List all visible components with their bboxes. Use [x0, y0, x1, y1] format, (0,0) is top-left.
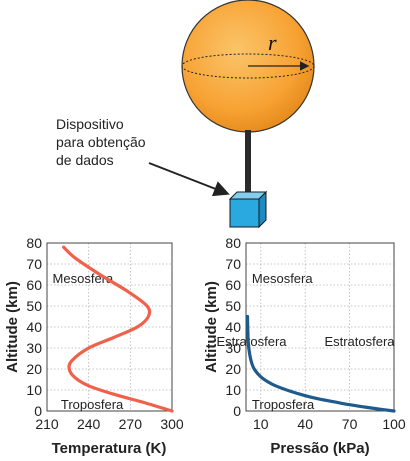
x-tick-label: 240	[77, 416, 101, 432]
pressure-y-axis-label: Altitude (km)	[203, 281, 220, 373]
region-label: Estratosfera	[216, 334, 287, 349]
balloon-equator	[181, 53, 315, 79]
temperature-curve	[62, 245, 174, 413]
y-tick-label: 30	[26, 340, 42, 356]
y-tick-label: 40	[225, 319, 241, 335]
temperature-y-axis-label: Altitude (km)	[4, 281, 21, 373]
temperature-x-ticks: 210 240 270 300	[35, 416, 184, 432]
temperature-plot-frame	[46, 242, 173, 412]
x-tick-label: 300	[160, 416, 184, 432]
x-tick-label: 210	[35, 416, 59, 432]
x-tick-label: 40	[297, 416, 313, 432]
temperature-grid	[47, 243, 172, 411]
device-label-line-1: Dispositivo	[56, 116, 124, 132]
device-box-icon	[228, 190, 268, 229]
region-label: Mesosfera	[252, 271, 313, 286]
y-tick-label: 60	[26, 277, 42, 293]
temperature-x-axis-label: Temperatura (K)	[52, 440, 167, 457]
y-tick-label: 20	[26, 361, 42, 377]
pressure-curve	[245, 314, 396, 413]
y-tick-label: 70	[225, 256, 241, 272]
x-tick-label: 270	[119, 416, 143, 432]
pressure-x-axis-label: Pressão (kPa)	[270, 440, 369, 457]
radius-label: r	[268, 30, 277, 55]
x-tick-label: 10	[253, 416, 269, 432]
pressure-grid	[246, 243, 394, 411]
balloon-illustration: r Dispositivo para obtenção de dados	[56, 0, 315, 229]
pressure-chart: 0 10 20 30 40 50 60 70 80 10 40 70 100 Mesosfera Est…	[203, 235, 406, 457]
y-tick-label: 0	[233, 403, 241, 419]
y-tick-label: 40	[26, 319, 42, 335]
y-tick-label: 20	[225, 361, 241, 377]
y-tick-label: 10	[225, 382, 241, 398]
pressure-x-ticks: 10 40 70 100	[253, 416, 406, 432]
pressure-plot-frame	[245, 242, 395, 412]
y-tick-label: 70	[26, 256, 42, 272]
y-tick-label: 50	[26, 298, 42, 314]
device-label-line-3: de dados	[56, 152, 114, 168]
x-tick-label: 70	[342, 416, 358, 432]
y-tick-label: 10	[26, 382, 42, 398]
region-label: Estratosfera	[324, 334, 395, 349]
x-tick-label: 100	[382, 416, 406, 432]
pressure-annotations: Mesosfera Estratosfera Troposfera	[252, 271, 395, 412]
temperature-y-ticks: 0 10 20 30 40 50 60 70 80	[26, 235, 42, 419]
y-tick-label: 30	[225, 340, 241, 356]
y-tick-label: 60	[225, 277, 241, 293]
y-tick-label: 0	[34, 403, 42, 419]
region-label: Troposfera	[252, 397, 315, 412]
y-tick-label: 80	[225, 235, 241, 251]
y-tick-label: 50	[225, 298, 241, 314]
region-label: Troposfera	[61, 397, 124, 412]
pressure-y-ticks: 0 10 20 30 40 50 60 70 80	[225, 235, 241, 419]
device-label-line-2: para obtenção	[56, 134, 146, 150]
device-pointer-arrow	[148, 162, 230, 197]
y-tick-label: 80	[26, 235, 42, 251]
tether-line	[245, 130, 251, 196]
